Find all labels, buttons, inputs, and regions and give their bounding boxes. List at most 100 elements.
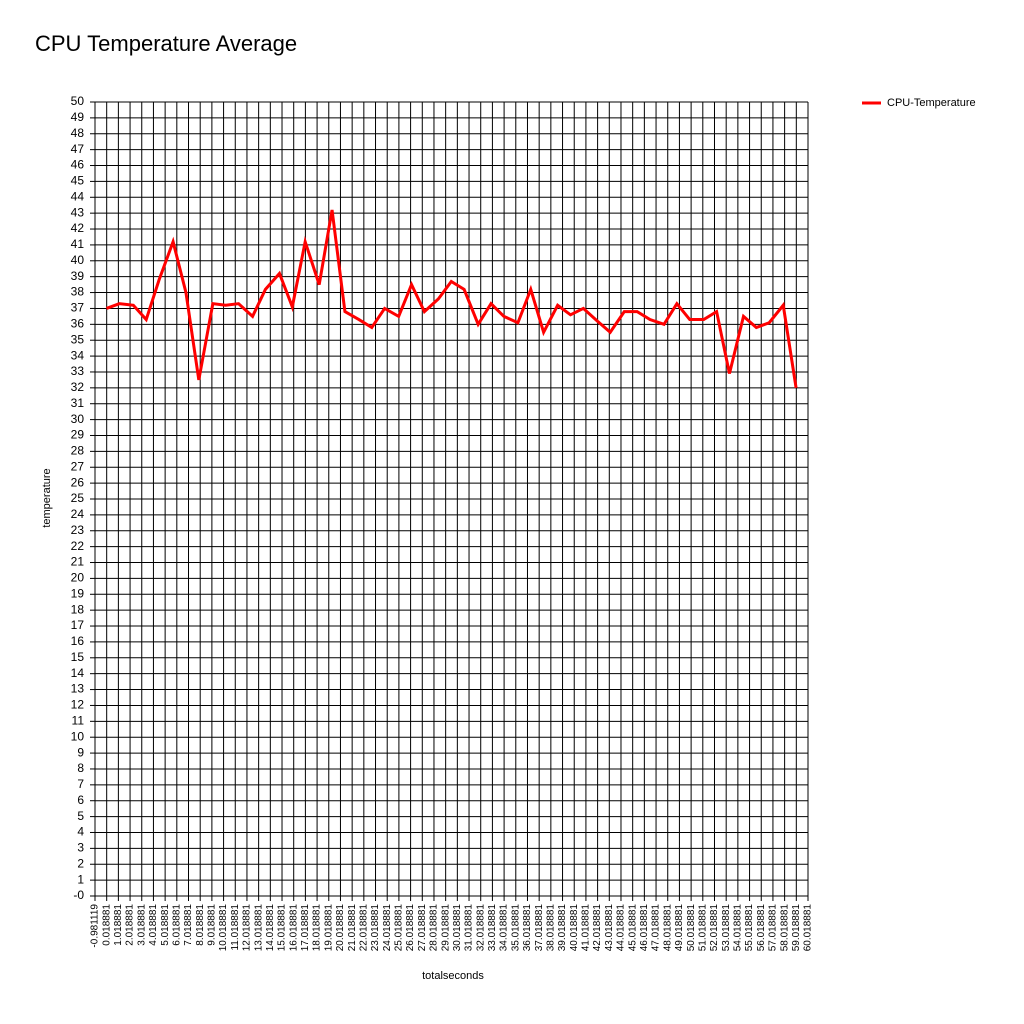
y-tick-label: 49 — [71, 110, 85, 124]
x-tick-label: 57.018881 — [768, 904, 779, 952]
x-tick-label: 7.018881 — [183, 904, 194, 946]
x-tick-label: 53.018881 — [721, 904, 732, 952]
y-tick-label: 33 — [71, 364, 85, 378]
x-tick-label: 5.018881 — [160, 904, 171, 946]
y-tick-label: 46 — [71, 158, 85, 172]
y-tick-label: 3 — [77, 841, 84, 855]
x-tick-label: 24.018881 — [382, 904, 393, 952]
y-tick-label: 6 — [77, 793, 84, 807]
x-tick-label: 52.018881 — [709, 904, 720, 952]
x-tick-label: 34.018881 — [499, 904, 510, 952]
y-tick-label: 37 — [71, 301, 85, 315]
y-tick-label: 43 — [71, 205, 85, 219]
chart-title: CPU Temperature Average — [35, 31, 297, 56]
y-tick-label: 15 — [71, 650, 85, 664]
x-tick-label: 32.018881 — [475, 904, 486, 952]
y-tick-label: 42 — [71, 221, 85, 235]
x-tick-label: 15.018881 — [277, 904, 288, 952]
y-tick-label: 47 — [71, 142, 85, 156]
y-tick-label: 2 — [77, 856, 84, 870]
x-tick-label: 8.018881 — [195, 904, 206, 946]
y-tick-label: 5 — [77, 809, 84, 823]
x-tick-label: 55.018881 — [744, 904, 755, 952]
y-tick-label: 41 — [71, 237, 85, 251]
y-tick-label: 48 — [71, 126, 85, 140]
x-tick-label: 21.018881 — [347, 904, 358, 952]
y-tick-label: 19 — [71, 586, 85, 600]
x-tick-label: 13.018881 — [253, 904, 264, 952]
x-tick-label: 35.018881 — [510, 904, 521, 952]
y-tick-label: -0 — [73, 888, 84, 902]
y-tick-label: 8 — [77, 761, 84, 775]
x-tick-label: 43.018881 — [604, 904, 615, 952]
x-tick-label: 49.018881 — [674, 904, 685, 952]
legend-label: CPU-Temperature — [887, 97, 976, 109]
x-tick-label: 40.018881 — [569, 904, 580, 952]
y-tick-label: 27 — [71, 459, 85, 473]
x-tick-label: -0.981119 — [90, 904, 101, 948]
x-tick-label: 20.018881 — [335, 904, 346, 952]
x-tick-label: 9.018881 — [207, 904, 218, 946]
x-tick-label: 33.018881 — [487, 904, 498, 952]
x-tick-label: 38.018881 — [545, 904, 556, 952]
x-tick-label: 14.018881 — [265, 904, 276, 952]
x-tick-label: 51.018881 — [697, 904, 708, 952]
y-tick-label: 20 — [71, 571, 85, 585]
y-tick-label: 44 — [71, 189, 85, 203]
y-tick-label: 11 — [72, 713, 85, 727]
y-tick-label: 26 — [71, 475, 85, 489]
x-tick-label: 4.018881 — [148, 904, 159, 946]
y-tick-label: 18 — [71, 602, 85, 616]
x-tick-label: 1.018881 — [113, 904, 124, 946]
y-tick-label: 30 — [71, 412, 85, 426]
x-tick-label: 45.018881 — [627, 904, 638, 952]
x-tick-label: 59.018881 — [791, 904, 802, 952]
x-tick-label: 29.018881 — [440, 904, 451, 952]
data-line — [105, 209, 798, 389]
x-tick-label: 48.018881 — [662, 904, 673, 952]
x-tick-label: 10.018881 — [218, 904, 229, 952]
x-tick-label: 56.018881 — [756, 904, 767, 952]
x-tick-label: 36.018881 — [522, 904, 533, 952]
y-tick-label: 10 — [71, 729, 85, 743]
x-tick-label: 27.018881 — [417, 904, 428, 952]
x-axis-label: totalseconds — [422, 970, 484, 982]
x-tick-label: 31.018881 — [464, 904, 475, 952]
y-tick-label: 12 — [71, 698, 85, 712]
y-tick-label: 16 — [71, 634, 85, 648]
y-tick-label: 35 — [71, 332, 85, 346]
x-tick-label: 39.018881 — [557, 904, 568, 952]
x-tick-label: 37.018881 — [534, 904, 545, 952]
x-tick-label: 25.018881 — [394, 904, 405, 952]
y-tick-label: 31 — [71, 396, 85, 410]
x-tick-label: 44.018881 — [616, 904, 627, 952]
x-tick-label: 54.018881 — [733, 904, 744, 952]
y-tick-label: 29 — [71, 428, 85, 442]
y-tick-label: 4 — [77, 825, 84, 839]
y-tick-label: 17 — [71, 618, 85, 632]
y-tick-label: 28 — [71, 444, 85, 458]
x-tick-label: 17.018881 — [300, 904, 311, 952]
y-tick-label: 36 — [71, 316, 85, 330]
x-tick-label: 12.018881 — [242, 904, 253, 952]
y-tick-label: 25 — [71, 491, 85, 505]
x-tick-label: 46.018881 — [639, 904, 650, 952]
y-tick-label: 24 — [71, 507, 85, 521]
x-tick-label: 22.018881 — [358, 904, 369, 952]
x-tick-label: 60.018881 — [803, 904, 814, 952]
x-tick-label: 42.018881 — [592, 904, 603, 952]
x-tick-label: 26.018881 — [405, 904, 416, 952]
x-tick-label: 16.018881 — [288, 904, 299, 952]
y-tick-label: 40 — [71, 253, 85, 267]
y-tick-label: 32 — [71, 380, 85, 394]
x-tick-label: 6.018881 — [171, 904, 182, 946]
y-tick-label: 22 — [71, 539, 85, 553]
x-tick-label: 30.018881 — [452, 904, 463, 952]
y-tick-label: 9 — [77, 745, 84, 759]
y-tick-label: 1 — [77, 872, 84, 886]
x-tick-label: 23.018881 — [370, 904, 381, 952]
y-tick-label: 45 — [71, 174, 85, 188]
x-tick-label: 41.018881 — [581, 904, 592, 952]
y-tick-label: 38 — [71, 285, 85, 299]
